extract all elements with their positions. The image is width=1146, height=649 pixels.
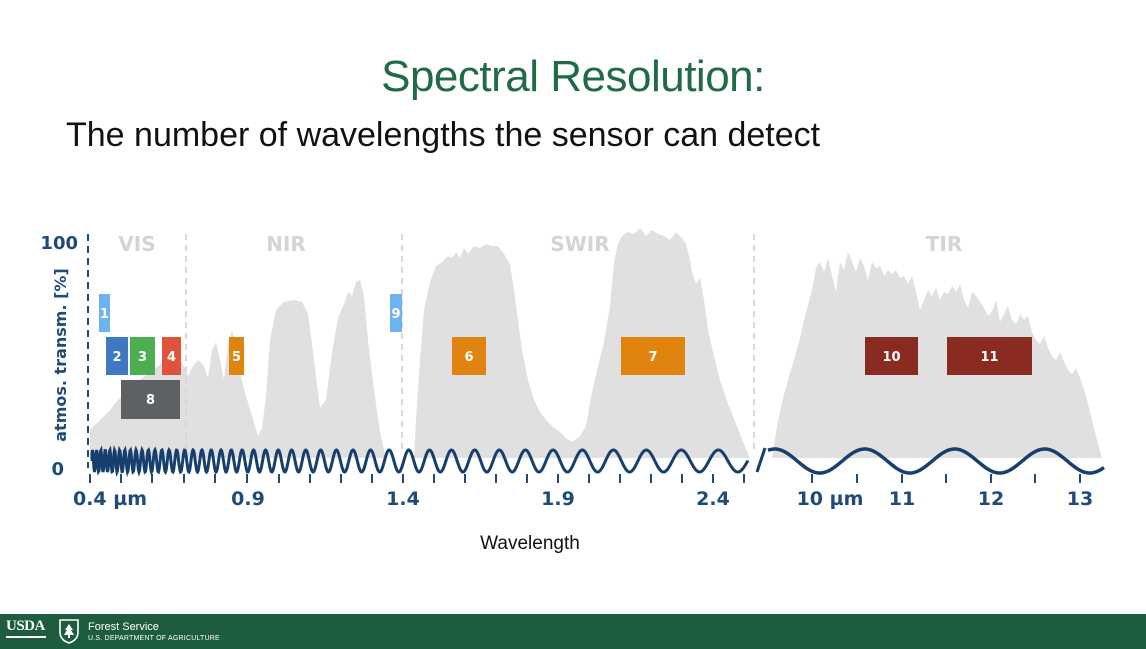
x-tick-label-0-4: 0.4 µm (73, 488, 147, 510)
transmission-area-tir (772, 252, 1102, 458)
band-8-label: 8 (146, 393, 155, 408)
x-tick-label-10: 10 µm (797, 488, 864, 510)
slide-subtitle: The number of wavelengths the sensor can… (66, 116, 821, 154)
usda-logo-underline (6, 636, 46, 638)
band-2-label: 2 (112, 350, 121, 365)
spectral-diagram: VIS NIR SWIR TIR 100 0 atmos. transm. [%… (40, 228, 1105, 510)
band-11-box (947, 337, 1032, 375)
band-3-box (130, 337, 155, 375)
x-axis-label: Wavelength (480, 533, 580, 554)
band-9-label: 9 (391, 307, 400, 322)
footer-bar: USDA Forest Service U.S. DEPARTMENT OF A… (0, 614, 1146, 649)
department-name: U.S. DEPARTMENT OF AGRICULTURE (88, 635, 220, 642)
forest-service-shield-icon (59, 619, 79, 644)
band-1: 1 (99, 294, 110, 332)
x-tick-marks (89, 474, 1081, 483)
transmission-area-swir (414, 228, 750, 458)
band-1-label: 1 (100, 307, 109, 322)
band-7: 7 (621, 337, 685, 375)
slide-title-text: Spectral Resolution: (381, 52, 765, 101)
band-6-box (452, 337, 486, 375)
band-1-box (99, 294, 110, 332)
band-2-box (106, 337, 128, 375)
region-label-tir: TIR (926, 232, 962, 256)
band-3: 3 (130, 337, 155, 375)
band-10-label: 10 (882, 350, 900, 365)
band-11: 11 (947, 337, 1032, 375)
band-5-label: 5 (232, 350, 241, 365)
wavelength-wave-thermal (767, 447, 1105, 475)
y-axis-label: atmos. transm. [%] (51, 268, 70, 442)
band-7-box (621, 337, 685, 375)
band-10-box (865, 337, 918, 375)
band-5: 5 (229, 337, 244, 375)
band-5-box (229, 337, 244, 375)
band-8-box (121, 380, 180, 419)
y-axis-max-label: 100 (40, 233, 78, 254)
band-6-label: 6 (464, 350, 473, 365)
x-tick-label-1-9: 1.9 (541, 488, 575, 510)
x-tick-label-2-4: 2.4 (696, 488, 730, 510)
band-8: 8 (121, 380, 180, 419)
band-3-label: 3 (138, 350, 147, 365)
x-tick-label-12: 12 (978, 488, 1004, 510)
wavelength-wave-reflective (90, 445, 750, 478)
x-tick-label-13: 13 (1067, 488, 1093, 510)
band-2: 2 (106, 337, 128, 375)
band-4: 4 (162, 337, 181, 375)
band-4-label: 4 (167, 350, 176, 365)
usda-logo: USDA (6, 618, 45, 634)
band-4-box (162, 337, 181, 375)
slide-title: Spectral Resolution: (0, 52, 1146, 102)
band-9: 9 (390, 294, 402, 332)
region-label-swir: SWIR (550, 232, 609, 256)
region-label-vis: VIS (118, 232, 155, 256)
band-6: 6 (452, 337, 486, 375)
band-10: 10 (865, 337, 918, 375)
x-tick-label-0-9: 0.9 (231, 488, 265, 510)
region-label-nir: NIR (266, 232, 306, 256)
forest-service-name: Forest Service (88, 621, 159, 633)
band-11-label: 11 (980, 350, 998, 365)
y-axis-min-label: 0 (51, 459, 64, 480)
band-7-label: 7 (648, 350, 657, 365)
x-tick-label-11: 11 (889, 488, 915, 510)
x-tick-label-1-4: 1.4 (386, 488, 420, 510)
axis-break-mark (755, 447, 767, 473)
band-9-box (390, 294, 402, 332)
